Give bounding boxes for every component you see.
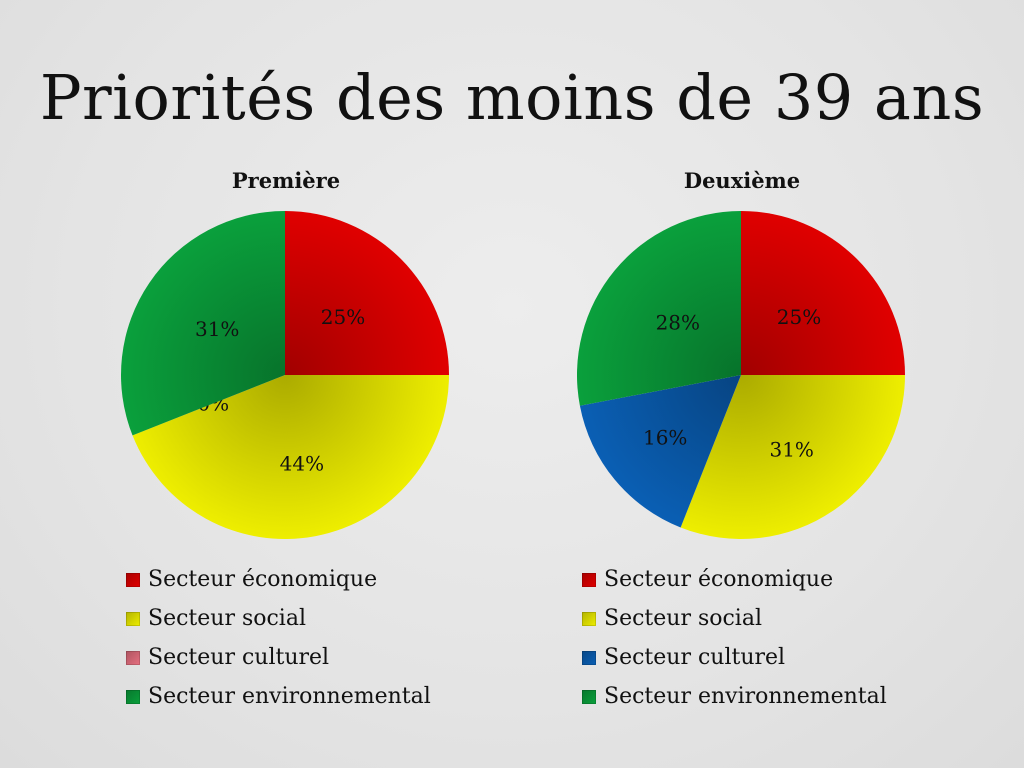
pie-data-label-environnemental: 28% [656, 311, 700, 335]
pie-data-label-environnemental: 31% [195, 317, 239, 341]
page-title: Priorités des moins de 39 ans [39, 61, 985, 134]
pie-slice-economique [285, 211, 449, 375]
pie-slice-social [680, 375, 905, 539]
legend-item-culturel: Secteur culturel [126, 638, 431, 677]
legend-swatch [582, 650, 596, 665]
legend-premiere: Secteur économique Secteur social Secteu… [126, 560, 431, 716]
legend-item-culturel: Secteur culturel [582, 638, 887, 677]
legend-deuxieme: Secteur économique Secteur social Secteu… [582, 560, 887, 716]
chart-premiere: Première 25% 44% 0% 31% Secteur économique … [56, 160, 516, 720]
pie-slice-culturel [579, 375, 741, 528]
legend-item-economique: Secteur économique [126, 560, 431, 599]
legend-label: Secteur environnemental [148, 684, 431, 709]
legend-item-social: Secteur social [582, 599, 887, 638]
legend-label: Secteur social [604, 606, 762, 631]
pie-data-label-economique: 25% [321, 305, 365, 329]
pie-data-label-culturel: 16% [643, 426, 687, 450]
chart-title: Deuxième [683, 168, 801, 193]
legend-item-social: Secteur social [126, 599, 431, 638]
legend-swatch [582, 611, 596, 626]
legend-item-economique: Secteur économique [582, 560, 887, 599]
pie-premiere: 25%44%0%31% [121, 211, 449, 539]
legend-item-environnemental: Secteur environnemental [126, 677, 431, 716]
pie-data-label-social: 31% [769, 438, 813, 462]
pie-data-label-economique: 25% [777, 305, 821, 329]
chart-deuxieme: Deuxième 25% 31% 16% 28% Secteur économique… [512, 160, 972, 720]
pie-slice-economique [741, 211, 905, 375]
pie-data-label-social: 44% [280, 452, 324, 476]
legend-label: Secteur économique [604, 567, 834, 592]
legend-swatch [126, 572, 140, 587]
legend-label: Secteur économique [148, 567, 378, 592]
pie-slice-environnemental [576, 211, 741, 406]
legend-swatch [582, 689, 596, 704]
chart-title: Première [231, 168, 341, 193]
legend-swatch [582, 572, 596, 587]
pie-deuxieme: 25% 31% 16% 28% [576, 211, 905, 539]
legend-swatch [126, 650, 140, 665]
legend-item-environnemental: Secteur environnemental [582, 677, 887, 716]
legend-label: Secteur culturel [148, 645, 330, 670]
pie-slice-social [132, 375, 449, 539]
legend-swatch [126, 611, 140, 626]
legend-label: Secteur environnemental [604, 684, 887, 709]
legend-label: Secteur social [148, 606, 306, 631]
legend-label: Secteur culturel [604, 645, 786, 670]
legend-swatch [126, 689, 140, 704]
pie-slice-environnemental [121, 211, 285, 436]
